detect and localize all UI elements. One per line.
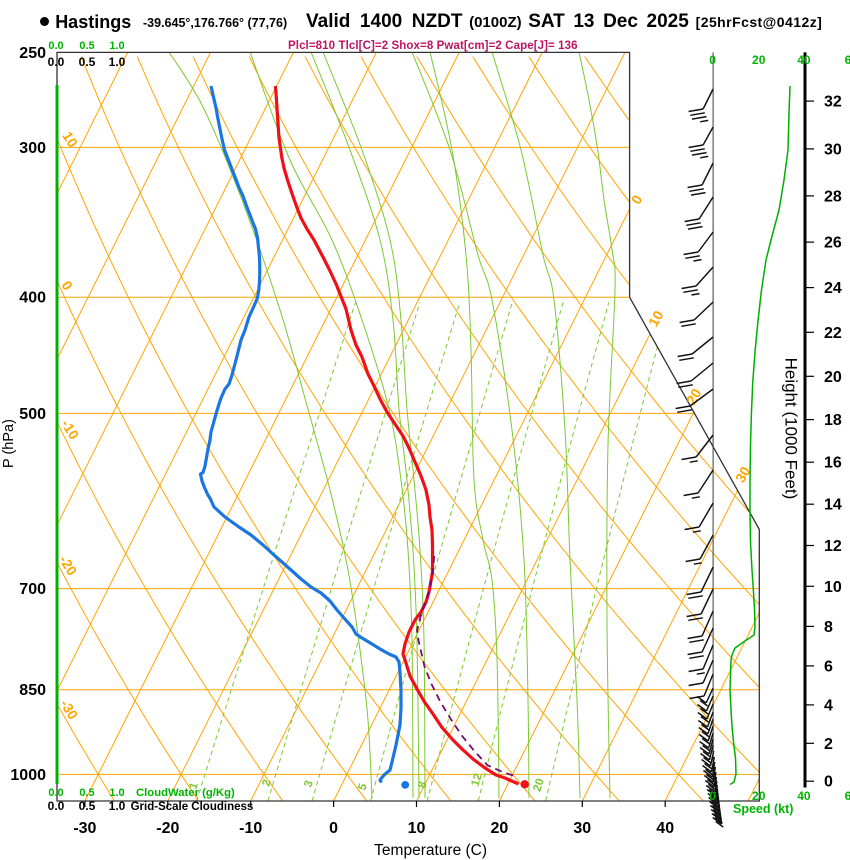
svg-text:250: 250 <box>19 45 46 62</box>
svg-text:-20: -20 <box>156 820 179 837</box>
svg-text:0.0: 0.0 <box>48 799 65 813</box>
svg-text:700: 700 <box>19 581 46 598</box>
svg-text:0: 0 <box>709 789 716 803</box>
svg-text:1.0: 1.0 <box>109 40 124 52</box>
svg-text:40: 40 <box>797 53 811 67</box>
svg-text:8: 8 <box>416 780 430 790</box>
svg-text:400: 400 <box>19 290 46 307</box>
svg-text:-30: -30 <box>57 697 81 723</box>
svg-text:8: 8 <box>824 619 833 636</box>
svg-text:Height (1000 Feet): Height (1000 Feet) <box>782 358 801 500</box>
svg-text:16: 16 <box>824 455 842 472</box>
svg-text:18: 18 <box>824 412 842 429</box>
svg-text:Temperature (C): Temperature (C) <box>374 842 487 859</box>
svg-text:32: 32 <box>824 94 842 111</box>
svg-text:40: 40 <box>656 820 674 837</box>
svg-text:P (hPa): P (hPa) <box>1 419 17 468</box>
svg-text:20: 20 <box>752 789 766 803</box>
svg-text:1: 1 <box>187 781 201 791</box>
svg-text:1.0: 1.0 <box>109 799 126 813</box>
svg-text:CloudWater (g/Kg): CloudWater (g/Kg) <box>136 787 235 799</box>
svg-text:40: 40 <box>797 789 811 803</box>
svg-text:Speed (kt): Speed (kt) <box>733 802 793 816</box>
svg-text:20: 20 <box>683 386 705 408</box>
svg-text:-10: -10 <box>239 820 262 837</box>
svg-text:30: 30 <box>573 820 591 837</box>
svg-text:0.5: 0.5 <box>79 40 94 52</box>
svg-text:6: 6 <box>845 53 850 67</box>
svg-text:30: 30 <box>732 464 754 486</box>
svg-text:0.5: 0.5 <box>79 787 94 799</box>
svg-text:-10: -10 <box>58 417 82 443</box>
svg-text:0.5: 0.5 <box>79 55 96 69</box>
svg-text:10: 10 <box>824 579 842 596</box>
svg-text:20: 20 <box>824 369 842 386</box>
svg-text:30: 30 <box>824 141 842 158</box>
svg-text:26: 26 <box>824 235 842 252</box>
svg-text:Grid-Scale Cloudiness: Grid-Scale Cloudiness <box>131 801 254 813</box>
svg-text:2: 2 <box>260 778 273 788</box>
svg-text:0.0: 0.0 <box>48 40 63 52</box>
svg-text:12: 12 <box>469 772 484 788</box>
svg-text:3: 3 <box>302 779 315 789</box>
svg-text:12: 12 <box>824 538 842 555</box>
svg-text:300: 300 <box>19 140 46 157</box>
svg-text:1.0: 1.0 <box>109 55 126 69</box>
svg-text:0.0: 0.0 <box>48 787 63 799</box>
svg-text:6: 6 <box>845 789 850 803</box>
svg-text:1000: 1000 <box>10 767 46 784</box>
svg-text:2: 2 <box>824 736 833 753</box>
svg-text:0: 0 <box>824 774 833 791</box>
svg-text:20: 20 <box>491 820 509 837</box>
svg-text:10: 10 <box>408 820 426 837</box>
svg-text:0: 0 <box>329 820 338 837</box>
svg-text:14: 14 <box>824 497 842 514</box>
svg-text:850: 850 <box>19 682 46 699</box>
svg-text:22: 22 <box>824 325 842 342</box>
svg-text:24: 24 <box>824 280 842 297</box>
svg-text:0: 0 <box>628 192 646 207</box>
svg-text:20: 20 <box>531 777 546 793</box>
svg-text:-20: -20 <box>56 553 80 579</box>
svg-text:5: 5 <box>356 782 370 792</box>
svg-text:0: 0 <box>709 53 716 67</box>
svg-text:20: 20 <box>752 53 766 67</box>
svg-text:10: 10 <box>645 308 667 330</box>
svg-text:-30: -30 <box>73 820 96 837</box>
svg-text:0.5: 0.5 <box>79 799 96 813</box>
svg-text:1.0: 1.0 <box>109 787 124 799</box>
svg-text:28: 28 <box>824 188 842 205</box>
svg-text:6: 6 <box>824 658 833 675</box>
svg-text:500: 500 <box>19 406 46 423</box>
svg-text:4: 4 <box>824 697 833 714</box>
svg-text:10: 10 <box>59 129 81 151</box>
svg-text:0.0: 0.0 <box>48 55 65 69</box>
